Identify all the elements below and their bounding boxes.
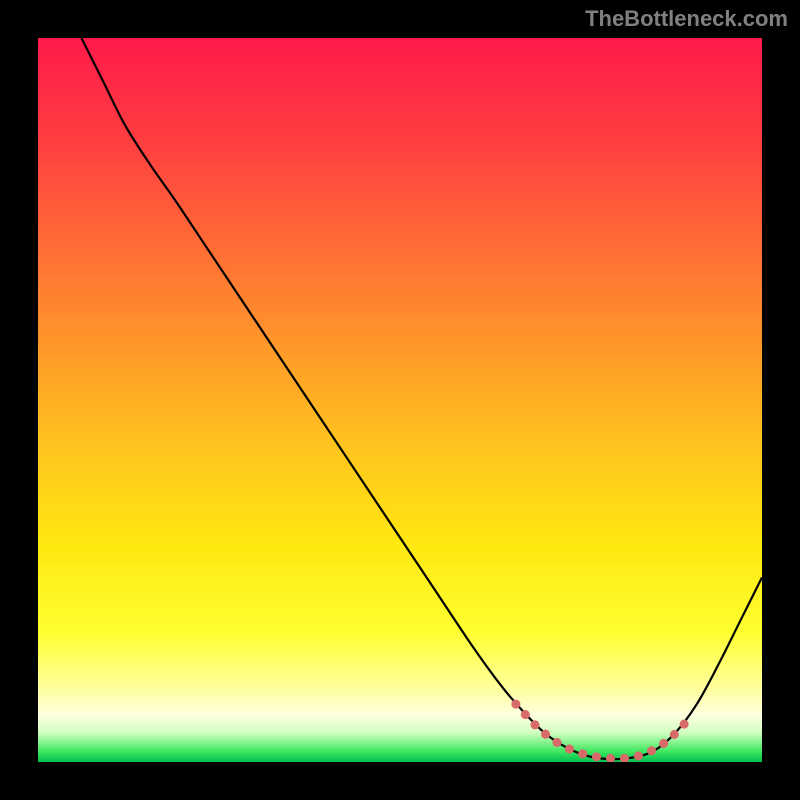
watermark-text: TheBottleneck.com <box>585 6 788 32</box>
gradient-rect <box>38 38 762 762</box>
chart-svg <box>38 38 762 762</box>
chart-area <box>38 38 762 762</box>
